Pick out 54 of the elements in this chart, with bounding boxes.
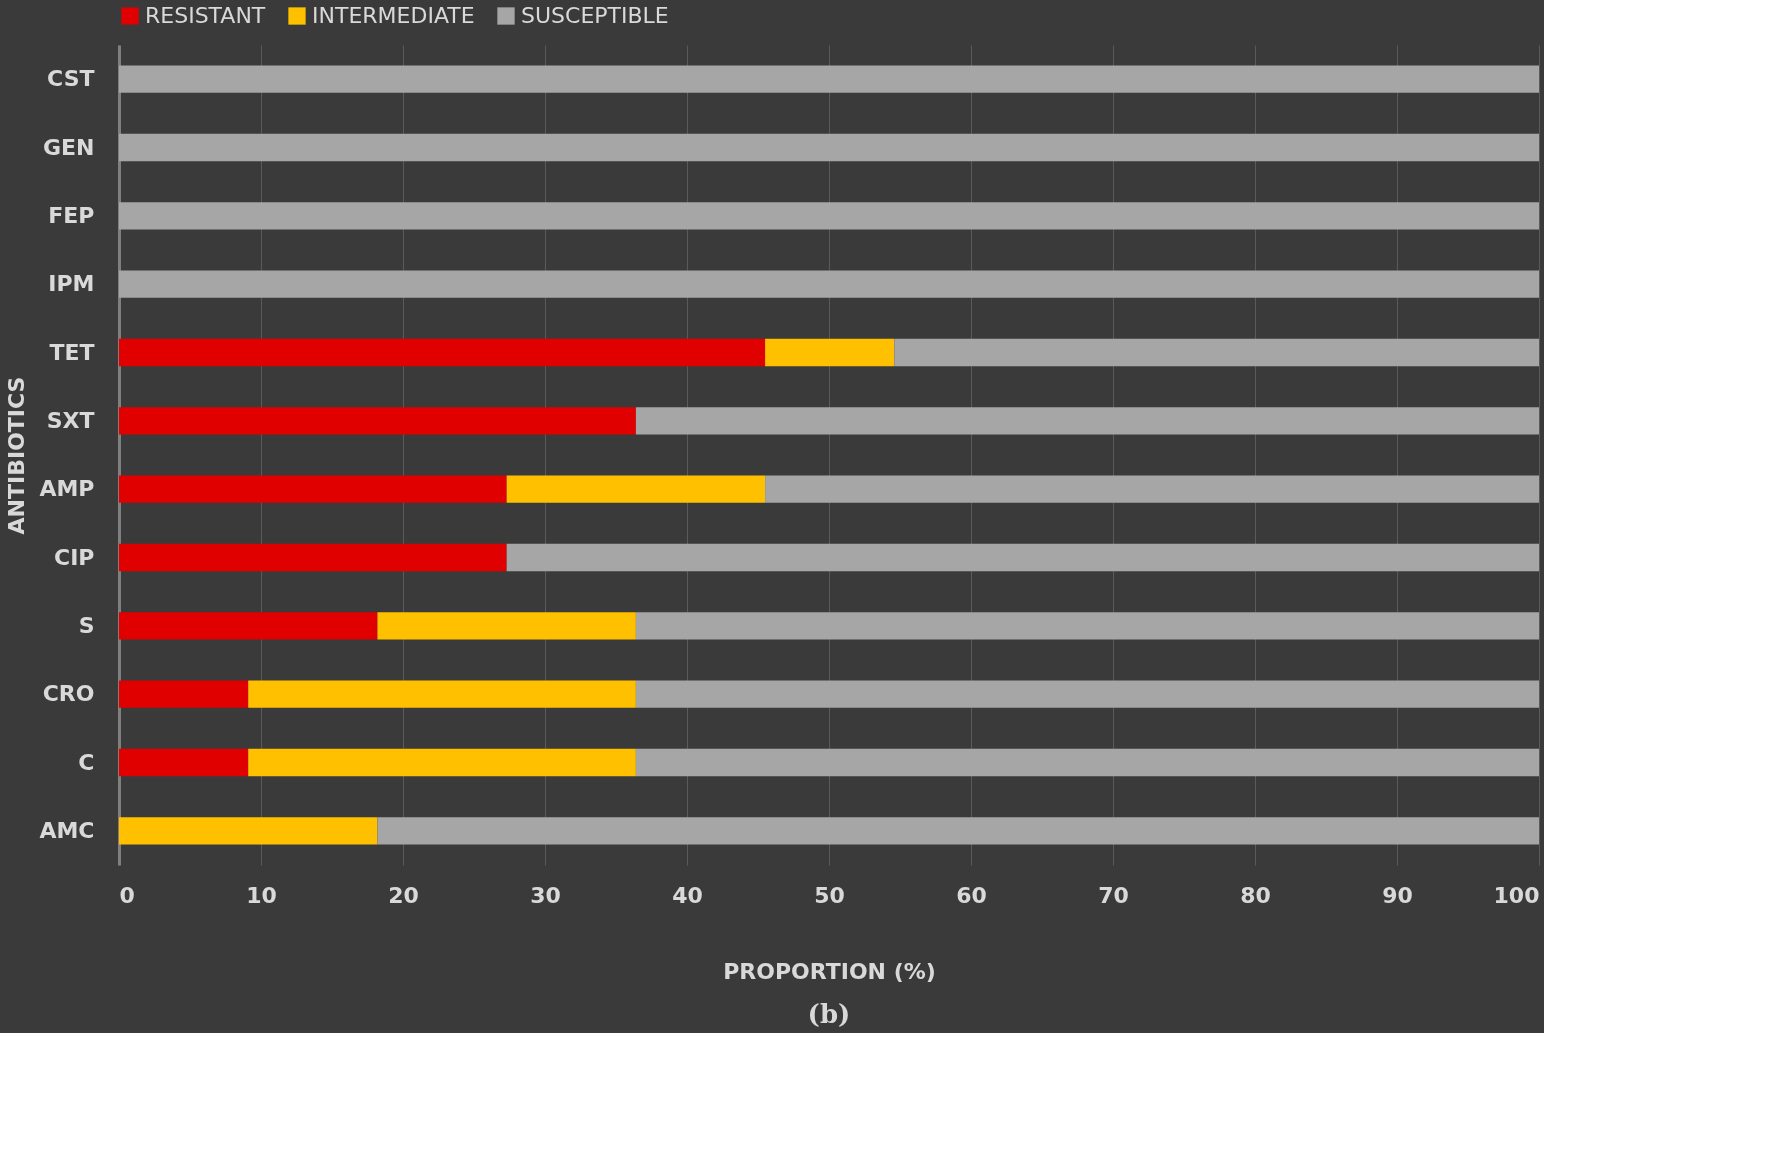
bar [119,133,1539,162]
x-tick-label: 20 [388,882,419,908]
bar [506,543,1539,572]
y-tick-label: FEP [48,202,95,228]
y-tick-label: CRO [42,681,95,707]
bar [248,680,636,708]
y-tick-label: IPM [48,271,95,297]
x-axis-title: PROPORTION (%) [723,958,936,984]
bar [119,338,766,367]
bar [119,407,636,435]
bar [119,612,378,640]
x-tick-label: 80 [1240,882,1271,908]
bar [894,338,1539,367]
bar [765,475,1539,503]
y-tick-label: AMP [39,476,95,502]
bar [119,202,1539,230]
bar [119,65,1539,93]
y-tick-label: TET [49,339,95,365]
bar [635,612,1539,640]
bar [377,817,1539,845]
y-tick-label: S [78,612,95,638]
y-axis-title: ANTIBIOTICS [4,376,30,535]
bar [635,748,1539,777]
legend-label: INTERMEDIATE [312,3,475,28]
bar [119,748,249,777]
x-tick-label: 70 [1098,882,1129,908]
y-tick-label: CIP [54,544,95,570]
x-tick-label: 60 [956,882,987,908]
bar [119,817,378,845]
bar [377,612,636,640]
legend-label: SUSCEPTIBLE [521,3,669,28]
y-tick-label: AMC [39,817,95,843]
y-tick-label: SXT [46,407,95,433]
bar [635,407,1539,435]
y-tick-label: GEN [43,134,95,160]
y-tick-label: C [78,749,95,775]
x-tick-label: 40 [672,882,703,908]
text: (b) [807,999,851,1029]
x-tick-label: 100 [1493,882,1540,908]
bar [119,270,1539,298]
x-tick-label: 10 [246,882,277,908]
bar [635,680,1539,708]
x-tick-label: 30 [530,882,561,908]
legend-label: RESISTANT [145,3,266,28]
bar [119,543,507,572]
x-tick-label: 0 [119,882,135,908]
x-tick-label: 90 [1382,882,1413,908]
x-tick-label: 50 [814,882,845,908]
bar [119,680,249,708]
y-tick-label: CST [47,66,95,92]
bar [119,475,507,503]
bar [765,338,895,367]
bar [248,748,636,777]
bar [506,475,766,503]
